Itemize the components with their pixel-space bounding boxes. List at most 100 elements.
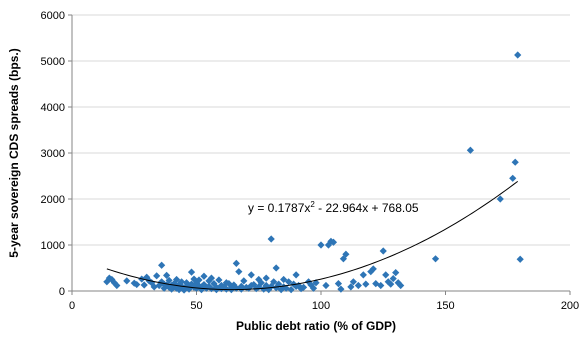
data-point: [215, 276, 223, 284]
x-tick-label: 100: [312, 300, 330, 312]
y-tick-label: 5000: [41, 56, 65, 68]
data-point: [324, 241, 333, 249]
data-point: [190, 275, 198, 283]
data-point: [158, 278, 166, 286]
data-point: [496, 195, 504, 203]
data-points: [103, 51, 524, 294]
trendline-group: [106, 180, 519, 291]
y-tick-label: 4000: [41, 102, 65, 114]
data-point: [158, 261, 166, 269]
data-point: [347, 283, 355, 291]
data-point: [362, 280, 370, 288]
data-point: [280, 283, 288, 291]
data-point: [379, 247, 387, 255]
data-point: [262, 274, 270, 282]
data-point: [431, 255, 440, 263]
data-point: [287, 286, 295, 294]
data-point: [322, 281, 330, 290]
data-point: [187, 268, 196, 276]
data-point: [275, 280, 283, 288]
data-point: [267, 282, 275, 290]
data-point: [282, 284, 290, 292]
data-point: [187, 280, 196, 288]
trendline: [106, 180, 519, 291]
data-point: [110, 279, 118, 287]
data-point: [387, 280, 395, 288]
data-point: [309, 284, 318, 292]
data-point: [217, 285, 225, 293]
data-point: [382, 271, 390, 279]
data-point: [466, 146, 474, 154]
data-point: [230, 281, 238, 289]
data-point: [280, 275, 288, 284]
data-point: [297, 285, 305, 293]
data-point: [372, 280, 380, 288]
data-point: [299, 283, 308, 291]
data-point: [349, 278, 357, 286]
data-point: [153, 272, 161, 280]
y-tick-label: 6000: [41, 10, 65, 22]
data-point: [392, 269, 400, 277]
data-point: [509, 174, 517, 182]
data-point: [329, 238, 338, 246]
x-tick-label: 0: [69, 300, 75, 312]
data-point: [312, 279, 320, 287]
data-point: [270, 278, 278, 286]
data-point: [148, 279, 156, 287]
data-point: [172, 275, 181, 284]
data-point: [359, 271, 367, 279]
data-point: [377, 281, 385, 290]
data-point: [292, 271, 300, 279]
y-axis-title: 5-year sovereign CDS spreads (bps.): [7, 48, 21, 257]
data-point: [235, 268, 243, 276]
data-point: [260, 285, 268, 293]
data-point: [240, 277, 248, 285]
data-point: [294, 281, 303, 290]
data-point: [337, 285, 345, 293]
data-point: [369, 265, 377, 273]
data-point: [516, 255, 524, 263]
data-point: [232, 259, 240, 267]
y-tick-label: 3000: [41, 148, 65, 160]
x-tick-label: 50: [190, 300, 202, 312]
data-point: [177, 278, 186, 286]
trendline-equation: y = 0.1787x2 - 22.964x + 768.05: [248, 200, 419, 215]
data-point: [182, 279, 191, 287]
grid-lines: [72, 14, 570, 246]
data-point: [168, 285, 176, 293]
equation-prefix: y = 0.1787x: [248, 201, 310, 215]
data-point: [103, 278, 111, 286]
data-point: [165, 276, 173, 285]
data-point: [185, 285, 193, 293]
data-point: [354, 281, 362, 290]
tick-labels: 0 1000 2000 3000 4000 5000 6000 0 50 100 150 200: [41, 10, 580, 312]
data-point: [267, 235, 275, 243]
data-point: [342, 250, 350, 258]
data-point: [133, 280, 141, 289]
data-point: [123, 277, 131, 285]
data-point: [317, 241, 325, 249]
data-point: [113, 281, 121, 290]
data-point: [389, 274, 397, 283]
axes: [68, 14, 571, 295]
data-point: [205, 282, 213, 290]
x-tick-label: 150: [436, 300, 454, 312]
data-point: [285, 278, 293, 286]
data-point: [272, 264, 280, 272]
data-point: [140, 281, 148, 289]
data-point: [397, 281, 405, 290]
data-point: [514, 51, 522, 59]
data-point: [163, 271, 171, 279]
data-point: [334, 280, 343, 288]
data-point: [307, 281, 315, 289]
y-tick-label: 0: [59, 286, 65, 298]
data-point: [200, 272, 208, 280]
data-point: [257, 279, 265, 287]
y-tick-label: 1000: [41, 240, 65, 252]
x-axis-title: Public debt ratio (% of GDP): [236, 319, 396, 333]
data-point: [511, 158, 519, 166]
equation-superscript: 2: [310, 200, 315, 209]
data-point: [150, 283, 158, 291]
data-point: [207, 274, 216, 282]
